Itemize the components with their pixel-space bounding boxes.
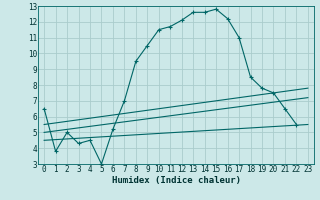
X-axis label: Humidex (Indice chaleur): Humidex (Indice chaleur) (111, 176, 241, 185)
